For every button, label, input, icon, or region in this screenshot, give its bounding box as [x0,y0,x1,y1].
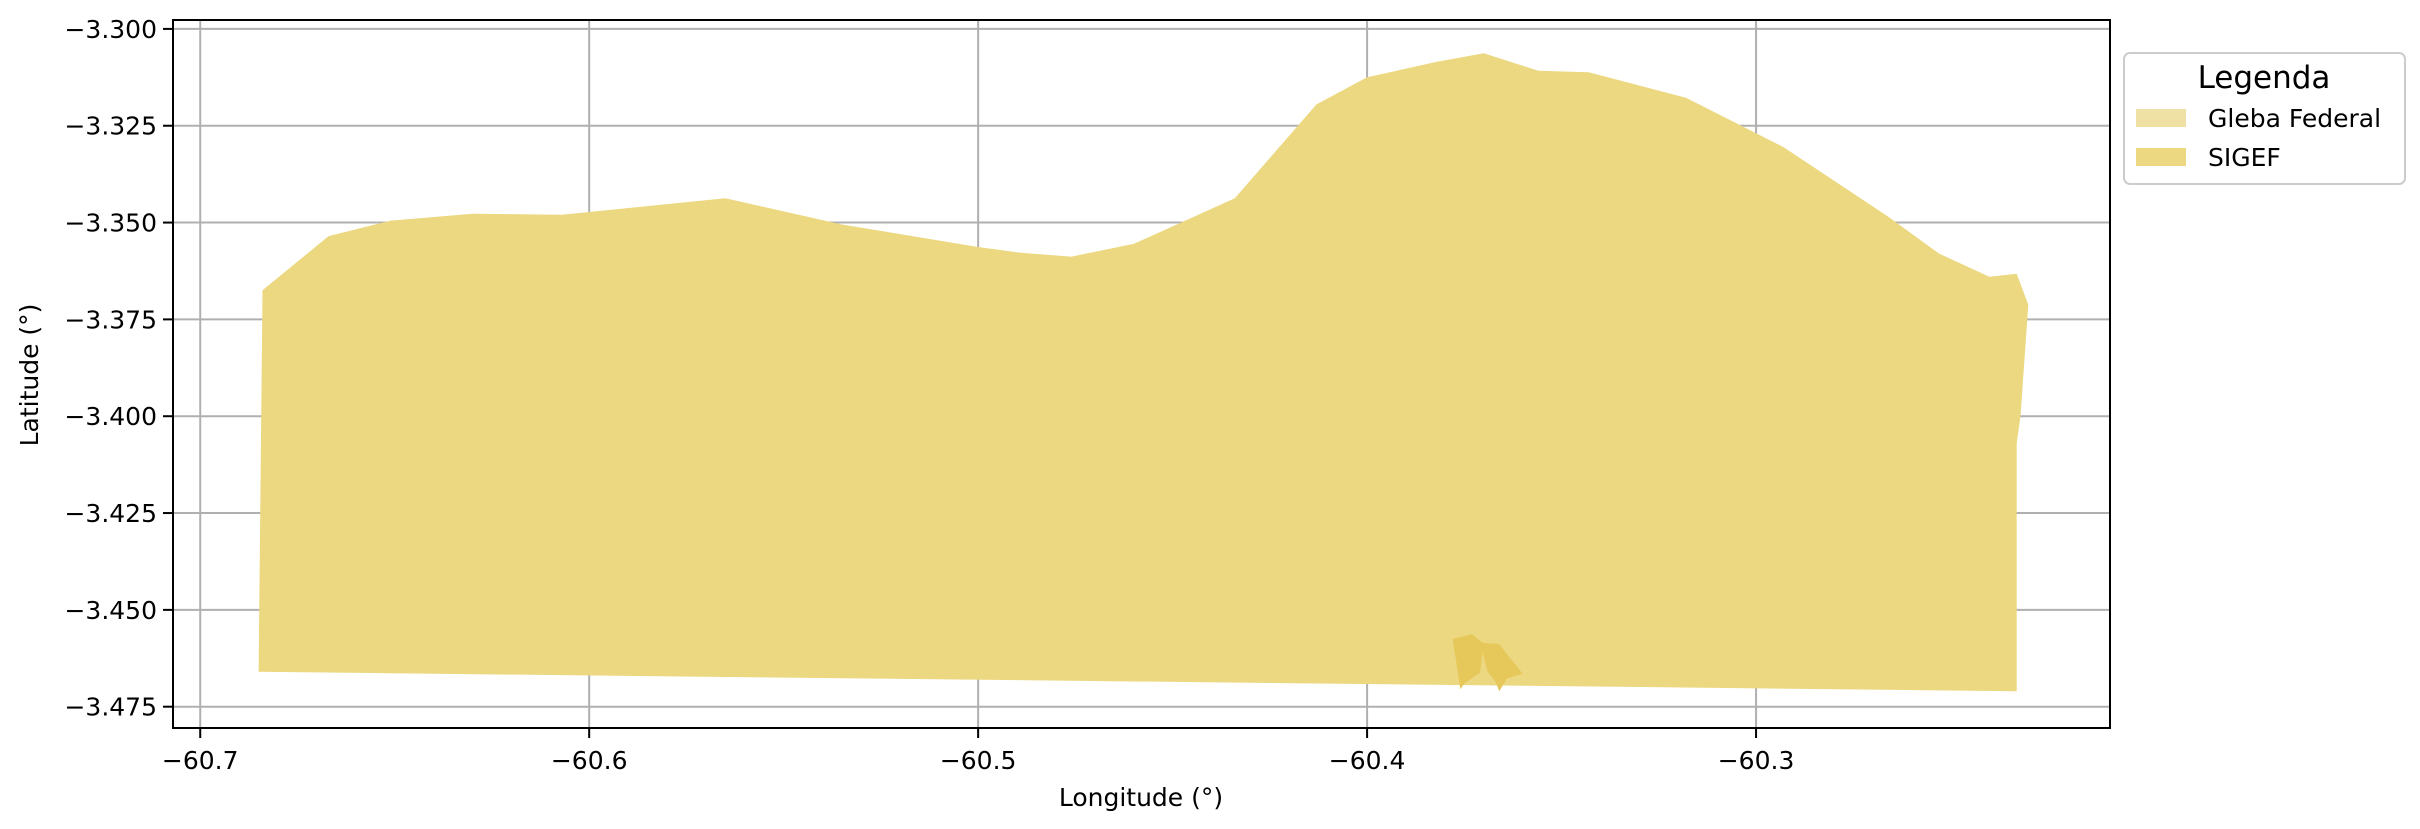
gleba-federal-polygon [258,53,2029,692]
x-tick-label: −60.3 [1718,746,1795,775]
legend-label-sigef: SIGEF [2208,143,2281,172]
x-tick-label: −60.5 [940,746,1017,775]
axis-ticks: −60.7 −60.6 −60.5 −60.4 −60.3 −3.300 −3.325 −3.… [64,15,1794,775]
y-tick-label: −3.300 [64,15,157,44]
y-tick-label: −3.450 [64,596,157,625]
axes-frame [172,19,2111,729]
legend-swatch-gleba-federal [2136,109,2186,127]
y-tick-label: −3.475 [64,693,157,722]
y-tick-label: −3.325 [64,112,157,141]
legend-swatch-sigef [2136,148,2186,166]
y-axis-title: Latitude (°) [15,304,44,447]
legend-label-gleba-federal: Gleba Federal [2208,104,2381,133]
x-axis-title: Longitude (°) [1059,783,1223,812]
y-tick-label: −3.425 [64,499,157,528]
x-tick-label: −60.6 [551,746,628,775]
legend-title: Legenda [2198,60,2331,96]
y-tick-label: −3.350 [64,209,157,238]
x-tick-label: −60.7 [162,746,239,775]
y-tick-label: −3.400 [64,402,157,431]
x-tick-label: −60.4 [1329,746,1406,775]
legend-box [2123,52,2406,185]
sigef-polygon [1479,642,1523,692]
sigef-polygon [1452,634,1484,690]
y-tick-label: −3.375 [64,305,157,334]
legend: Legenda Gleba Federal SIGEF [2123,52,2406,185]
plot-area [258,53,2029,692]
